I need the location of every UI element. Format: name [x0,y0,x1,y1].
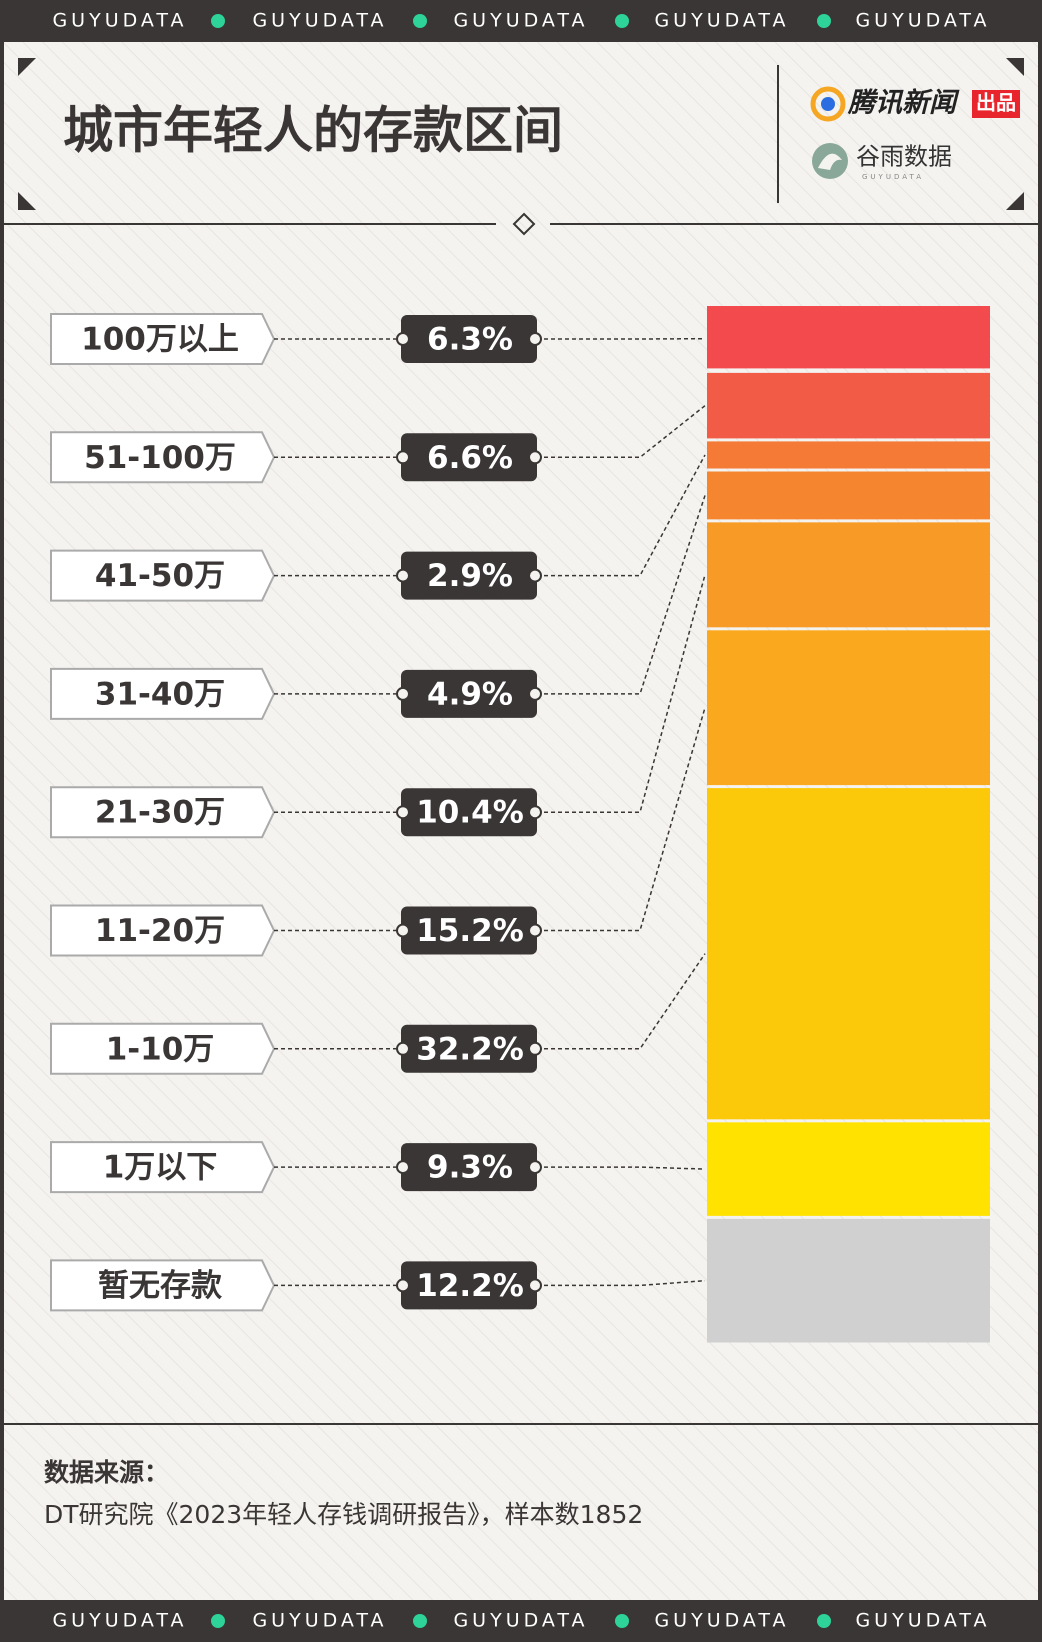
pill-dot [528,1278,542,1293]
value-label: 15.2% [416,913,524,949]
partner: 谷雨数据 [856,143,952,171]
banner-text: GUYUDATA [252,1610,387,1632]
category-tag [50,431,276,484]
banner-dot [413,1614,427,1628]
category-label: 100万以上 [81,322,239,358]
top-banner [0,0,1042,42]
category-tag [50,667,276,720]
value-pill [401,669,537,718]
value-pill [401,1024,537,1073]
source-label: 数据来源： [44,1458,169,1487]
pill-dot [528,686,542,701]
bar-segment [707,630,990,786]
publisher-icon-core [821,97,835,111]
pill-dot [528,332,542,346]
value-label: 4.9% [427,676,513,712]
category-tag [50,1259,276,1312]
value-pill [401,551,537,600]
banner-dot [817,1614,831,1628]
banner-text: GUYUDATA [654,1610,789,1632]
value-pill [401,1261,537,1310]
banner-dot [211,1614,225,1628]
category-tag [50,313,276,365]
banner-text: GUYUDATA [654,10,789,32]
value-pill [401,315,537,363]
category-label: 1万以下 [103,1150,218,1186]
bar-segment [707,306,990,369]
pill-dot [396,450,410,465]
bar-segment [707,522,990,628]
connector [537,574,706,813]
pill-dot [528,923,542,938]
banner-text: GUYUDATA [453,10,588,32]
chart-title: 城市年轻人的存款区间 [63,102,563,160]
bar-segment [707,788,990,1120]
source-text: DT研究院《2023年轻人存钱调研报告》，样本数1852 [44,1500,643,1529]
bottom-banner [0,1600,1042,1642]
divider-diamond [512,212,536,236]
banner-text: GUYUDATA [855,1610,990,1632]
bar-segment [707,372,990,439]
partner-icon-bird [818,153,842,170]
category-tag [50,904,276,957]
pill-dot [396,568,410,583]
value-pill [401,788,537,837]
category-tag [50,1022,276,1075]
value-label: 9.3% [427,1150,513,1186]
value-pill [401,1143,537,1192]
banner-text: GUYUDATA [52,10,187,32]
pill-dot [396,923,410,938]
pill-dot [528,450,542,465]
pill-dot [528,1041,542,1056]
value-label: 32.2% [416,1031,524,1067]
banner-dot [413,14,427,28]
category-label: 1-10万 [106,1031,215,1067]
value-label: 6.6% [427,440,513,476]
pill-dot [396,805,410,820]
banner-texts: GUYUDATA GUYUDATA GUYUDATA GUYUDATA GUYUDATA… [52,10,990,1632]
category-label: 暂无存款 [98,1268,223,1304]
bar-segment [707,441,990,469]
pill-dot [396,332,410,346]
chart: 100万以上 6.3% 51-100万 6.6% 41-50万 2.9% 31-40万 4.9… [50,306,990,1343]
badge-box [972,90,1020,118]
pill-dot [396,686,410,701]
pill-dot [528,805,542,820]
pill-dot [396,1160,410,1175]
value-pill [401,906,537,955]
banner-text: GUYUDATA [453,1610,588,1632]
category-tag [50,1141,276,1194]
banner-dot [615,14,629,28]
bar-segment [707,1122,990,1216]
value-label: 10.4% [416,795,524,831]
bar-segment [707,1218,990,1343]
category-label: 41-50万 [95,558,225,594]
category-label: 51-100万 [84,440,236,476]
banner-dot [615,1614,629,1628]
bar-segment [707,471,990,520]
publisher: 腾讯新闻 [847,88,960,119]
category-label: 31-40万 [95,676,225,712]
publisher-icon [810,86,846,122]
banner-dot [817,14,831,28]
value-pill [401,433,537,482]
category-label: 11-20万 [95,913,225,949]
value-label: 12.2% [416,1268,524,1304]
category-tag [50,549,276,602]
banner-dot [211,14,225,28]
badge: 出品 [976,91,1016,115]
banner-text: GUYUDATA [52,1610,187,1632]
pill-dot [396,1278,410,1293]
category-tag [50,786,276,839]
value-label: 6.3% [427,322,513,358]
pill-dot [528,568,542,583]
partner-sub: GUYUDATA [862,173,924,181]
value-label: 2.9% [427,558,513,594]
category-label: 21-30万 [95,795,225,831]
pill-dot [528,1160,542,1175]
banner-text: GUYUDATA [252,10,387,32]
pill-dot [396,1041,410,1056]
banner-text: GUYUDATA [855,10,990,32]
